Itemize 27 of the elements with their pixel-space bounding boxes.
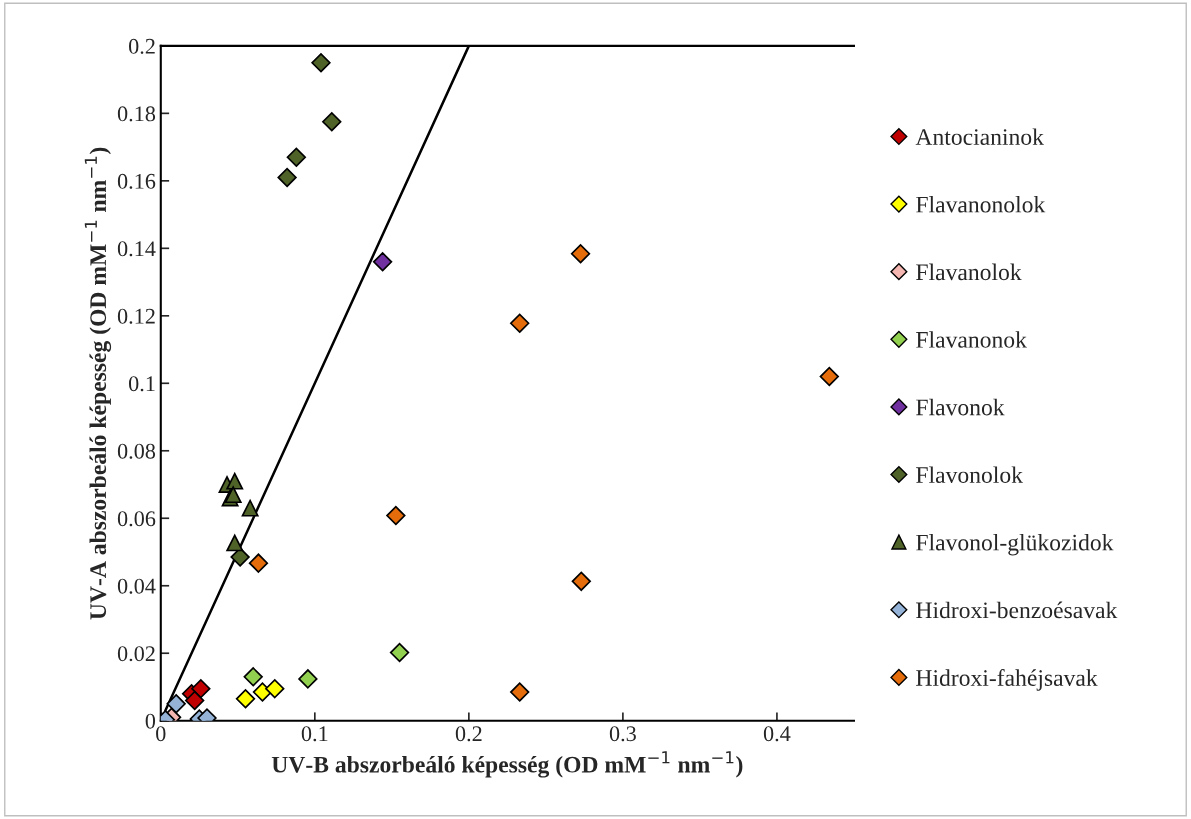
y-tick-label: 0.16 xyxy=(117,173,156,189)
x-tick-label: 0.2 xyxy=(455,726,482,742)
y-tick-label: 0.12 xyxy=(117,308,155,324)
x-tick-label: 0.1 xyxy=(301,726,328,742)
legend-label: Flavanonolok xyxy=(916,195,1046,213)
y-tick-label: 0 xyxy=(145,713,156,729)
legend-label: Flavanonok xyxy=(916,331,1027,348)
y-tick-label: 0.18 xyxy=(117,106,156,122)
x-tick-label: 0.4 xyxy=(763,726,791,742)
y-tick-label: 0.02 xyxy=(117,646,155,662)
y-tick-label: 0.14 xyxy=(117,241,156,257)
x-axis-title: UV-B abszorbeáló képesség (OD mM$^{−1}$ nm$^{−1}$) xyxy=(271,751,743,778)
y-tick-label: 0.08 xyxy=(117,443,156,459)
y-tick-label: 0.04 xyxy=(117,578,156,594)
legend-label: Flavonok xyxy=(916,398,1005,416)
y-tick-label: 0.2 xyxy=(128,38,155,54)
legend-label: Flavonolok xyxy=(916,466,1023,483)
legend-label: Flavanolok xyxy=(916,263,1022,281)
legend-label: Hidroxi-benzoésavak xyxy=(916,601,1118,619)
legend-label: Antocianinok xyxy=(915,128,1044,146)
x-tick-label: 0 xyxy=(156,726,166,742)
legend-label: Flavonol-glükozidok xyxy=(916,533,1114,556)
y-axis-title: UV-A abszorbeáló képesség (OD mM$^{−1}$ nm$^{−1}$) xyxy=(84,147,112,620)
y-tick-label: 0.1 xyxy=(128,376,155,392)
x-tick-label: 0.3 xyxy=(609,726,636,742)
legend-label: Hidroxi-fahéjsavak xyxy=(916,669,1098,691)
y-tick-label: 0.06 xyxy=(117,511,156,527)
